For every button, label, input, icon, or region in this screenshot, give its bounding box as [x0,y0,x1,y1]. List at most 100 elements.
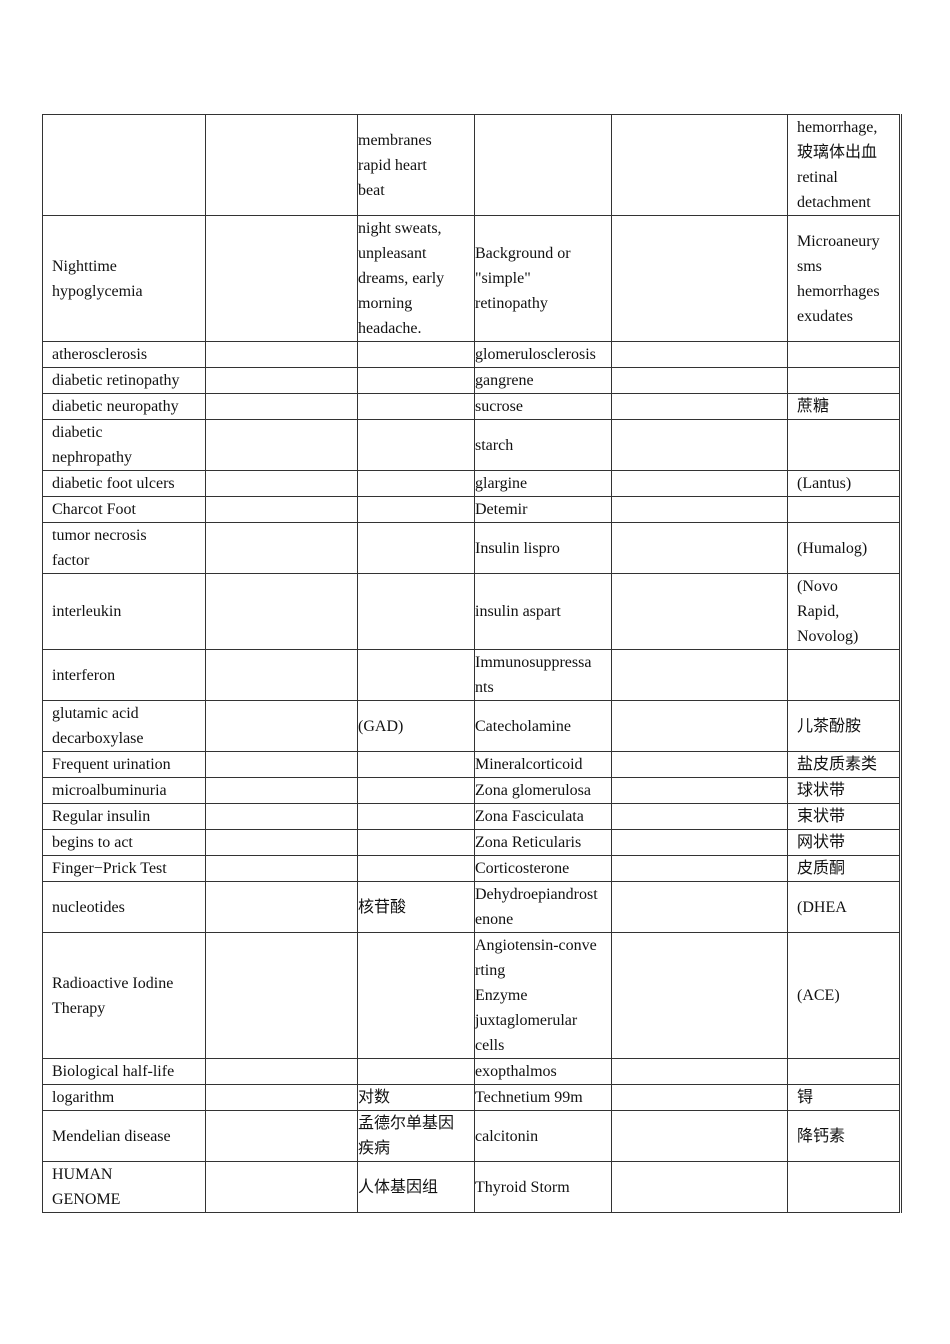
table-cell: atherosclerosis [42,341,206,368]
table-cell [205,522,358,574]
table-body: membranes rapid heart beat hemorrhage, 玻璃… [42,114,902,1213]
table-cell: glomerulosclerosis [474,341,612,368]
table-cell [205,573,358,650]
table-row: Nighttime hypoglycemia night sweats, unpl… [42,215,902,342]
table-cell [205,114,358,216]
table-cell [205,367,358,394]
table-cell [357,573,475,650]
table-cell [205,419,358,471]
table-row: interferon Immunosuppressa nts [42,649,902,701]
table-row: tumor necrosis factor Insulin lispro (Huma… [42,522,902,574]
table-cell [205,341,358,368]
table-cell [787,496,902,523]
table-cell [611,777,788,804]
table-cell [611,829,788,856]
table-cell: 锝 [787,1084,902,1111]
table-cell [787,367,902,394]
table-cell [611,1110,788,1162]
table-cell [787,419,902,471]
table-cell: (Novo Rapid, Novolog) [787,573,902,650]
table-cell: begins to act [42,829,206,856]
table-cell [205,1058,358,1085]
table-cell: night sweats, unpleasant dreams, early m… [357,215,475,342]
table-cell [611,419,788,471]
table-cell: HUMAN GENOME [42,1161,206,1213]
table-cell: Biological half-life [42,1058,206,1085]
table-row: Regular insulin Zona Fasciculata 束状带 [42,803,902,830]
table-cell [357,649,475,701]
table-cell [205,803,358,830]
table-cell [611,393,788,420]
table-cell: interferon [42,649,206,701]
table-cell [205,496,358,523]
table-cell: Mineralcorticoid [474,751,612,778]
table-cell [611,1161,788,1213]
table-cell [205,855,358,882]
table-cell: Zona Fasciculata [474,803,612,830]
table-row: Finger−Prick Test Corticosterone 皮质酮 [42,855,902,882]
table-cell: Insulin lispro [474,522,612,574]
table-cell: insulin aspart [474,573,612,650]
table-cell: Charcot Foot [42,496,206,523]
table-cell [611,367,788,394]
table-cell: 人体基因组 [357,1161,475,1213]
table-row: atherosclerosis glomerulosclerosis [42,341,902,368]
table-cell: diabetic foot ulcers [42,470,206,497]
table-cell: Background or "simple" retinopathy [474,215,612,342]
table-cell [611,470,788,497]
table-cell [357,419,475,471]
glossary-table: membranes rapid heart beat hemorrhage, 玻璃… [42,114,902,1213]
table-cell: 网状带 [787,829,902,856]
table-cell: sucrose [474,393,612,420]
table-cell [205,881,358,933]
table-cell [357,522,475,574]
table-row: diabetic neuropathy sucrose 蔗糖 [42,393,902,420]
table-cell: Microaneury sms hemorrhages exudates [787,215,902,342]
table-cell [611,751,788,778]
table-row: begins to act Zona Reticularis 网状带 [42,829,902,856]
table-cell [474,114,612,216]
table-cell: Thyroid Storm [474,1161,612,1213]
table-cell: 核苷酸 [357,881,475,933]
table-cell: 球状带 [787,777,902,804]
table-cell [357,932,475,1059]
table-cell [205,751,358,778]
table-cell [42,114,206,216]
table-cell: starch [474,419,612,471]
table-row: interleukin insulin aspart (Novo Rapid, No… [42,573,902,650]
table-cell [611,881,788,933]
table-cell: 孟德尔单基因 疾病 [357,1110,475,1162]
table-cell: glargine [474,470,612,497]
table-cell [787,1161,902,1213]
table-cell: diabetic nephropathy [42,419,206,471]
table-cell [611,803,788,830]
table-cell: 皮质酮 [787,855,902,882]
table-row: Frequent urination Mineralcorticoid 盐皮质素类 [42,751,902,778]
table-cell: gangrene [474,367,612,394]
table-cell [357,1058,475,1085]
table-row: Charcot Foot Detemir [42,496,902,523]
table-cell: nucleotides [42,881,206,933]
table-cell [205,1110,358,1162]
table-cell: Technetium 99m [474,1084,612,1111]
table-cell: Catecholamine [474,700,612,752]
table-cell [357,777,475,804]
table-cell [205,649,358,701]
table-cell [205,215,358,342]
table-cell: hemorrhage, 玻璃体出血 retinal detachment [787,114,902,216]
table-cell [611,855,788,882]
table-cell [357,829,475,856]
table-cell: Zona Reticularis [474,829,612,856]
table-cell: 蔗糖 [787,393,902,420]
table-cell: glutamic acid decarboxylase [42,700,206,752]
table-cell: 对数 [357,1084,475,1111]
table-cell: 盐皮质素类 [787,751,902,778]
table-cell: 降钙素 [787,1110,902,1162]
table-cell [357,496,475,523]
table-cell [357,341,475,368]
table-row: diabetic retinopathy gangrene [42,367,902,394]
table-cell: tumor necrosis factor [42,522,206,574]
table-row: Radioactive Iodine Therapy Angiotensin-co… [42,932,902,1059]
table-cell [611,522,788,574]
table-cell [787,1058,902,1085]
